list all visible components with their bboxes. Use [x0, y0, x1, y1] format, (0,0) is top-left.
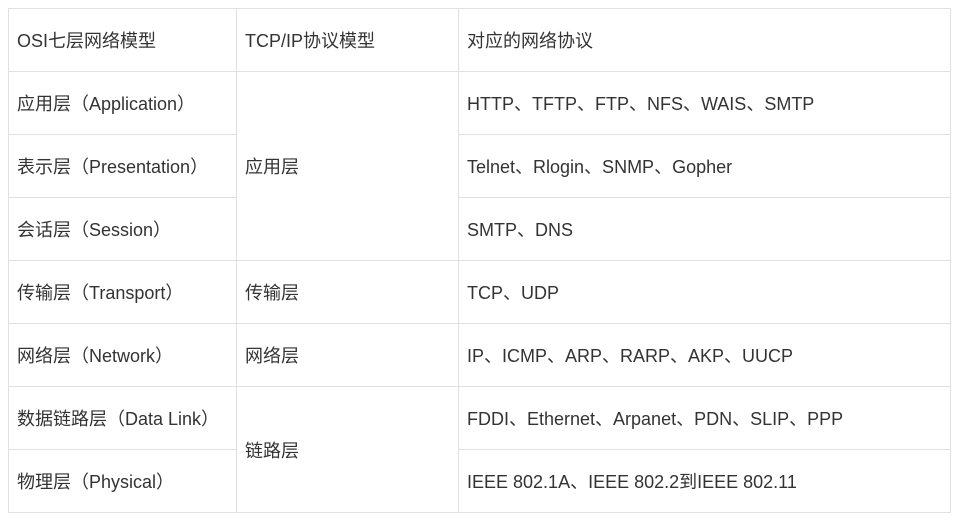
- cell-tcpip: 链路层: [237, 387, 459, 513]
- table-header-row: OSI七层网络模型 TCP/IP协议模型 对应的网络协议: [9, 9, 951, 72]
- cell-protocols: TCP、UDP: [459, 261, 951, 324]
- table-row: 网络层（Network） 网络层 IP、ICMP、ARP、RARP、AKP、UU…: [9, 324, 951, 387]
- table-row: 表示层（Presentation） Telnet、Rlogin、SNMP、Gop…: [9, 135, 951, 198]
- cell-osi: 传输层（Transport）: [9, 261, 237, 324]
- cell-protocols: IEEE 802.1A、IEEE 802.2到IEEE 802.11: [459, 450, 951, 513]
- cell-protocols: HTTP、TFTP、FTP、NFS、WAIS、SMTP: [459, 72, 951, 135]
- cell-protocols: IP、ICMP、ARP、RARP、AKP、UUCP: [459, 324, 951, 387]
- table-row: 数据链路层（Data Link） 链路层 FDDI、Ethernet、Arpan…: [9, 387, 951, 450]
- table-row: 传输层（Transport） 传输层 TCP、UDP: [9, 261, 951, 324]
- cell-tcpip: 传输层: [237, 261, 459, 324]
- cell-tcpip: 应用层: [237, 72, 459, 261]
- table-row: 会话层（Session） SMTP、DNS: [9, 198, 951, 261]
- cell-osi: 表示层（Presentation）: [9, 135, 237, 198]
- cell-osi: 物理层（Physical）: [9, 450, 237, 513]
- table-row: 物理层（Physical） IEEE 802.1A、IEEE 802.2到IEE…: [9, 450, 951, 513]
- table-row: 应用层（Application） 应用层 HTTP、TFTP、FTP、NFS、W…: [9, 72, 951, 135]
- cell-tcpip: 网络层: [237, 324, 459, 387]
- header-protocols: 对应的网络协议: [459, 9, 951, 72]
- cell-protocols: Telnet、Rlogin、SNMP、Gopher: [459, 135, 951, 198]
- cell-osi: 数据链路层（Data Link）: [9, 387, 237, 450]
- cell-protocols: SMTP、DNS: [459, 198, 951, 261]
- header-osi: OSI七层网络模型: [9, 9, 237, 72]
- cell-osi: 网络层（Network）: [9, 324, 237, 387]
- cell-protocols: FDDI、Ethernet、Arpanet、PDN、SLIP、PPP: [459, 387, 951, 450]
- cell-osi: 应用层（Application）: [9, 72, 237, 135]
- osi-tcpip-table: OSI七层网络模型 TCP/IP协议模型 对应的网络协议 应用层（Applica…: [8, 8, 951, 513]
- header-tcpip: TCP/IP协议模型: [237, 9, 459, 72]
- cell-osi: 会话层（Session）: [9, 198, 237, 261]
